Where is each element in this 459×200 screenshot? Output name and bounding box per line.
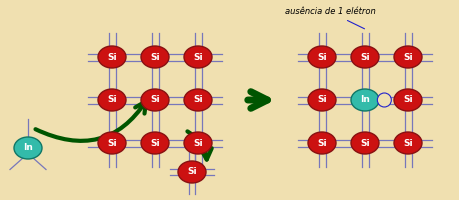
Text: In: In bbox=[23, 144, 33, 152]
Ellipse shape bbox=[141, 132, 169, 154]
Ellipse shape bbox=[178, 161, 206, 183]
Text: Si: Si bbox=[187, 168, 197, 176]
Ellipse shape bbox=[308, 132, 336, 154]
Ellipse shape bbox=[308, 46, 336, 68]
Ellipse shape bbox=[141, 89, 169, 111]
Text: Si: Si bbox=[403, 52, 413, 62]
Text: Si: Si bbox=[193, 96, 203, 104]
Ellipse shape bbox=[98, 132, 126, 154]
Ellipse shape bbox=[141, 46, 169, 68]
Ellipse shape bbox=[184, 89, 212, 111]
Ellipse shape bbox=[394, 89, 422, 111]
Text: Si: Si bbox=[360, 138, 370, 148]
Text: In: In bbox=[360, 96, 370, 104]
Ellipse shape bbox=[184, 132, 212, 154]
Text: Si: Si bbox=[317, 52, 327, 62]
Text: Si: Si bbox=[317, 138, 327, 148]
Ellipse shape bbox=[308, 89, 336, 111]
Text: Si: Si bbox=[193, 138, 203, 148]
Ellipse shape bbox=[394, 132, 422, 154]
Ellipse shape bbox=[98, 46, 126, 68]
Ellipse shape bbox=[184, 46, 212, 68]
Text: Si: Si bbox=[107, 138, 117, 148]
Ellipse shape bbox=[351, 46, 379, 68]
Text: Si: Si bbox=[150, 138, 160, 148]
Ellipse shape bbox=[14, 137, 42, 159]
Text: Si: Si bbox=[403, 96, 413, 104]
Text: Si: Si bbox=[403, 138, 413, 148]
Text: ausência de 1 elétron: ausência de 1 elétron bbox=[285, 7, 375, 29]
Text: Si: Si bbox=[360, 52, 370, 62]
Text: Si: Si bbox=[193, 52, 203, 62]
Ellipse shape bbox=[351, 132, 379, 154]
Text: Si: Si bbox=[107, 52, 117, 62]
Text: Si: Si bbox=[150, 52, 160, 62]
Text: Si: Si bbox=[317, 96, 327, 104]
Text: Si: Si bbox=[107, 96, 117, 104]
Circle shape bbox=[377, 93, 392, 107]
Ellipse shape bbox=[351, 89, 379, 111]
Text: Si: Si bbox=[150, 96, 160, 104]
Ellipse shape bbox=[394, 46, 422, 68]
Ellipse shape bbox=[98, 89, 126, 111]
